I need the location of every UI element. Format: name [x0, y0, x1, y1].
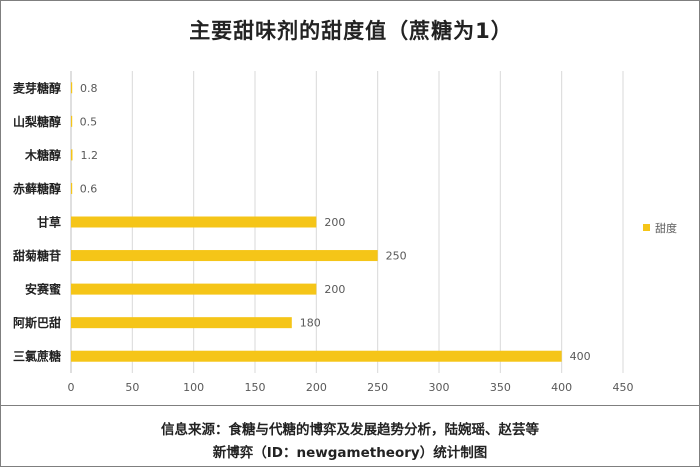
category-label: 山梨糖醇: [13, 114, 61, 129]
category-label: 三氯蔗糖: [13, 349, 61, 364]
bar: [71, 149, 73, 161]
bars: [71, 82, 562, 362]
x-tick-label: 150: [245, 381, 266, 394]
bar: [71, 317, 292, 329]
data-label: 200: [324, 216, 345, 229]
x-tick-label: 250: [367, 381, 388, 394]
x-tick-label: 450: [613, 381, 634, 394]
bar: [71, 283, 317, 295]
legend-label: 甜度: [655, 221, 677, 235]
x-tick-label: 400: [551, 381, 572, 394]
bar: [71, 216, 317, 228]
data-label: 180: [300, 317, 321, 330]
data-label: 1.2: [80, 149, 98, 162]
legend: 甜度: [643, 221, 677, 235]
data-label: 400: [570, 350, 591, 363]
x-tick-label: 200: [306, 381, 327, 394]
data-label: 200: [324, 283, 345, 296]
x-tick-label: 0: [68, 381, 75, 394]
category-label: 木糖醇: [24, 147, 61, 162]
x-tick-label: 300: [429, 381, 450, 394]
data-label: 250: [386, 250, 407, 263]
x-tick-label: 50: [125, 381, 139, 394]
x-tick-label: 100: [183, 381, 204, 394]
category-label: 安赛蜜: [25, 282, 61, 297]
bar: [71, 115, 73, 127]
source-line: 信息来源：食糖与代糖的博弈及发展趋势分析，陆婉瑶、赵芸等: [161, 422, 539, 438]
data-label: 0.6: [80, 182, 98, 195]
data-label: 0.5: [80, 115, 98, 128]
category-label: 赤藓糖醇: [13, 181, 61, 196]
bar: [71, 350, 562, 362]
category-label: 甜菊糖苷: [13, 248, 61, 263]
category-label: 阿斯巴甜: [13, 315, 61, 330]
bar: [71, 250, 378, 262]
category-label: 麦芽糖醇: [13, 80, 61, 95]
x-tick-labels: 0 50 100 150 200 250 300 350 400 450: [68, 381, 634, 394]
data-label: 0.8: [80, 82, 98, 95]
value-labels: 0.8 0.5 1.2 0.6 200 250 200 180 400: [80, 82, 591, 363]
source-footer: 信息来源：食糖与代糖的博弈及发展趋势分析，陆婉瑶、赵芸等 新博弈（ID：newg…: [1, 405, 699, 467]
chart-title: 主要甜味剂的甜度值（蔗糖为1）: [189, 19, 513, 43]
bar: [71, 82, 73, 94]
bar: [71, 182, 73, 194]
credit-line: 新博弈（ID：newgametheory）统计制图: [212, 445, 488, 461]
legend-swatch: [643, 224, 650, 231]
x-tick-label: 350: [490, 381, 511, 394]
category-label: 甘草: [37, 215, 61, 230]
